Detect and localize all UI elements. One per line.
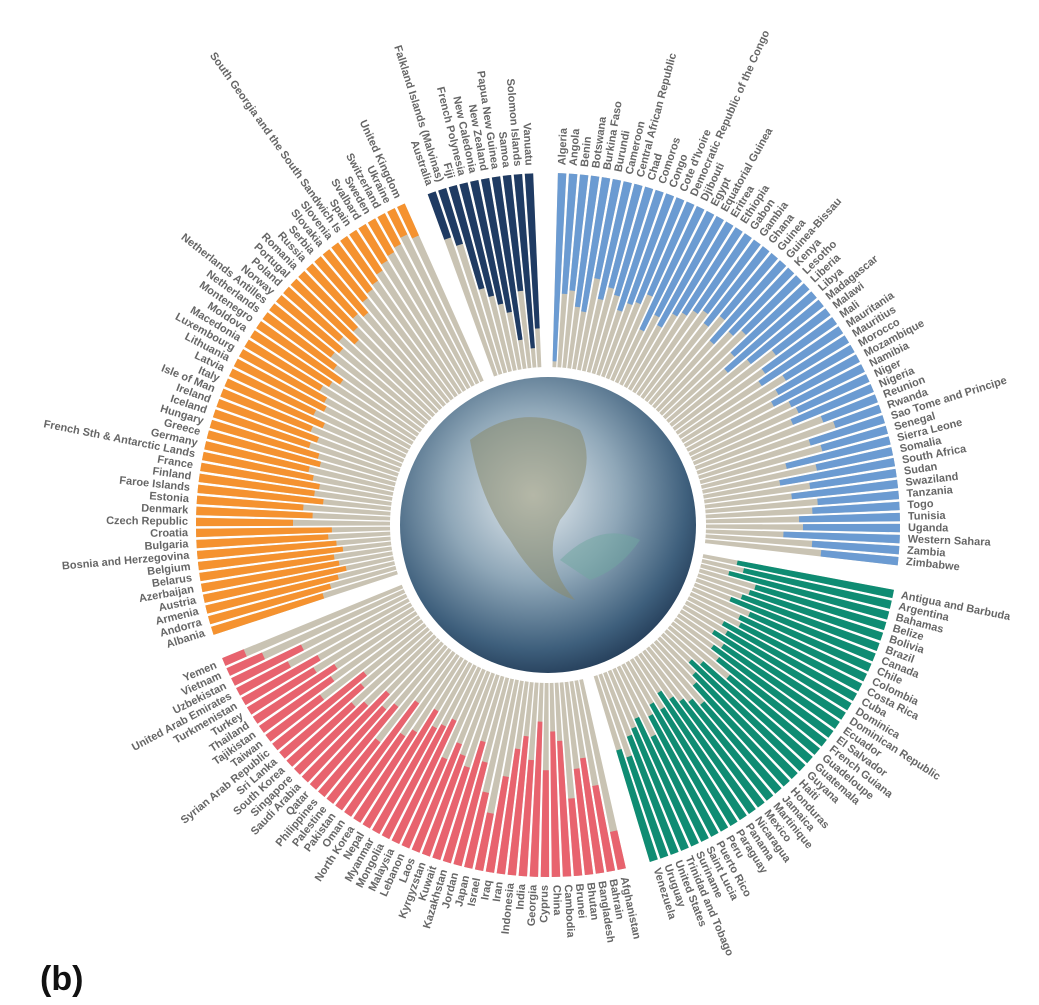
country-label: South Georgia and the South Sandwich Is [207,50,344,235]
chart: (b) AustraliaFalkland Islands (Malvinas)… [0,0,1039,1005]
country-label: Croatia [150,527,189,540]
country-label: Czech Republic [106,515,188,528]
bar [196,518,293,526]
panel-label: (b) [40,960,83,998]
country-label: Cyprus [538,885,550,923]
bar [799,513,900,522]
country-label: China [550,885,563,917]
country-label: Tunisia [908,510,947,523]
bar [803,524,900,532]
country-label: Zimbabwe [905,556,960,573]
country-label: Democratic Republic of the Congo [688,28,772,198]
country-label: Bulgaria [144,538,189,552]
country-label: Vanuatu [520,122,534,165]
bar [541,770,549,877]
country-label: Georgia [526,884,540,927]
country-label: Uganda [908,522,949,534]
